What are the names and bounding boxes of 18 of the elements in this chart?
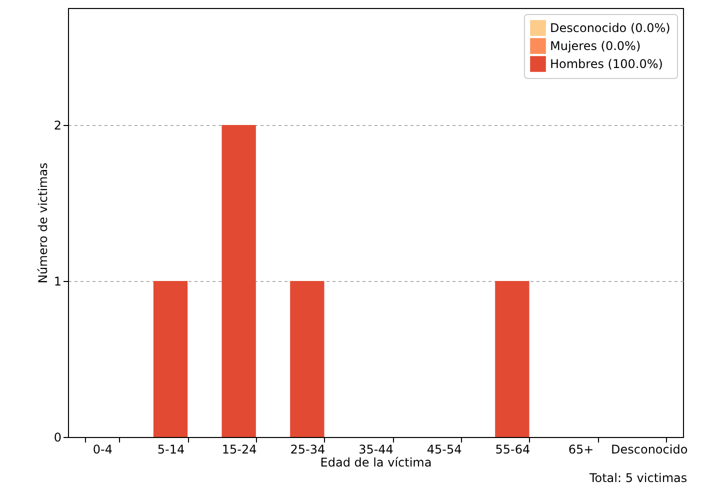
text: Total: 5 victimas: [588, 471, 688, 485]
y-tick-label: 2: [54, 118, 62, 132]
x-tick-label: 55-64: [495, 442, 530, 456]
x-tick-label: 25-34: [290, 442, 326, 456]
x-tick-label: 0-4: [92, 442, 112, 456]
x-tick-label: 5-14: [157, 442, 185, 456]
legend-label: Mujeres (0.0%): [550, 39, 641, 53]
y-tick-label: 1: [54, 274, 62, 288]
x-tick-label: Desconocido: [611, 442, 688, 456]
y-axis-title: Número de victimas: [36, 162, 50, 284]
x-tick-label: 65+: [568, 442, 594, 456]
x-tick-label: 35-44: [358, 442, 394, 456]
x-tick-label: 15-24: [222, 442, 257, 456]
legend-label: Hombres (100.0%): [550, 57, 663, 71]
y-tick-label: 0: [54, 430, 62, 444]
x-tick-label: 45-54: [426, 442, 462, 456]
legend-label: Desconocido (0.0%): [550, 21, 670, 35]
x-axis-title: Edad de la víctima: [320, 456, 432, 470]
